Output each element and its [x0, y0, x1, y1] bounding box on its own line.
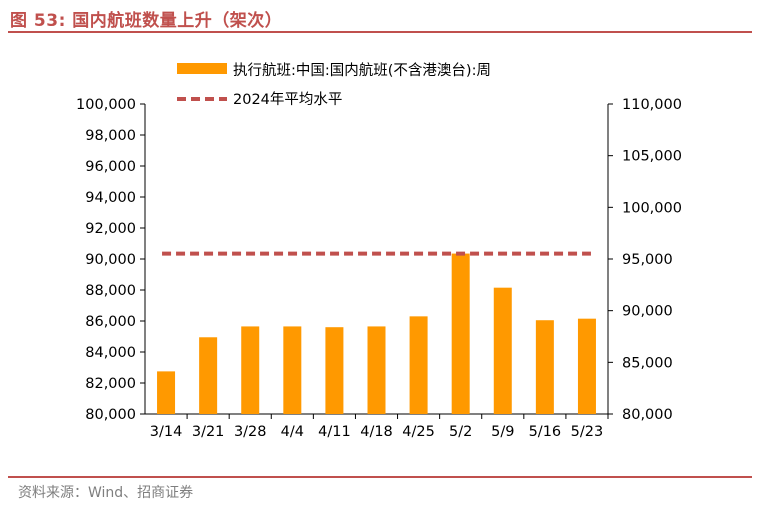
x-tick-label: 3/28: [234, 424, 267, 440]
left-tick-label: 84,000: [85, 345, 136, 361]
chart-legend: 执行航班:中国:国内航班(不含港澳台):周 2024年平均水平: [177, 62, 491, 108]
right-tick-label: 105,000: [622, 149, 682, 165]
left-tick-label: 92,000: [85, 221, 136, 237]
right-tick-label: 100,000: [622, 200, 682, 216]
x-tick-label: 5/23: [571, 424, 604, 440]
source-note: 资料来源：Wind、招商证券: [18, 485, 194, 501]
bar-series: [157, 253, 596, 414]
right-tick-label: 85,000: [622, 355, 673, 371]
x-tick-label: 5/9: [491, 424, 514, 440]
bar: [325, 327, 344, 414]
right-tick-label: 90,000: [622, 304, 673, 320]
x-tick-label: 5/2: [449, 424, 472, 440]
right-tick-label: 80,000: [622, 407, 673, 423]
right-tick-label: 95,000: [622, 252, 673, 268]
x-tick-label: 5/16: [529, 424, 562, 440]
figure-title: 图 53: 国内航班数量上升（架次）: [10, 11, 283, 31]
left-tick-label: 94,000: [85, 190, 136, 206]
bar: [577, 318, 596, 414]
bar: [451, 253, 470, 414]
bar: [283, 326, 302, 414]
left-axis-ticks: 80,000 82,000 84,000 86,000 88,000 90,000 92,0…: [76, 97, 145, 423]
bar: [367, 326, 386, 414]
x-tick-label: 4/25: [402, 424, 435, 440]
left-tick-label: 96,000: [85, 159, 136, 175]
legend-label-ref-line: 2024年平均水平: [233, 91, 342, 108]
bar: [409, 316, 428, 414]
legend-swatch-bar: [177, 63, 227, 74]
left-tick-label: 88,000: [85, 283, 136, 299]
x-tick-label: 4/18: [360, 424, 393, 440]
legend-label-bar: 执行航班:中国:国内航班(不含港澳台):周: [233, 62, 491, 79]
bar: [493, 287, 512, 414]
bottom-rule: [8, 476, 752, 478]
left-tick-label: 90,000: [85, 252, 136, 268]
bar: [199, 337, 218, 414]
x-tick-label: 4/4: [281, 424, 304, 440]
top-rule: [8, 31, 752, 33]
right-tick-label: 110,000: [622, 97, 682, 113]
x-tick-label: 4/11: [318, 424, 351, 440]
left-tick-label: 86,000: [85, 314, 136, 330]
x-axis-labels: 3/14 3/21 3/28 4/4 4/11 4/18 4/25 5/2 5/9 5/16 5/2…: [150, 414, 609, 440]
x-tick-label: 3/21: [192, 424, 225, 440]
left-tick-label: 82,000: [85, 376, 136, 392]
bar: [157, 371, 176, 414]
left-tick-label: 100,000: [76, 97, 136, 113]
bar: [241, 326, 260, 414]
left-tick-label: 80,000: [85, 407, 136, 423]
bar: [535, 320, 554, 414]
x-tick-label: 3/14: [150, 424, 183, 440]
left-tick-label: 98,000: [85, 128, 136, 144]
right-axis-ticks: 80,000 85,000 90,000 95,000 100,000 105,000 11…: [608, 97, 682, 423]
